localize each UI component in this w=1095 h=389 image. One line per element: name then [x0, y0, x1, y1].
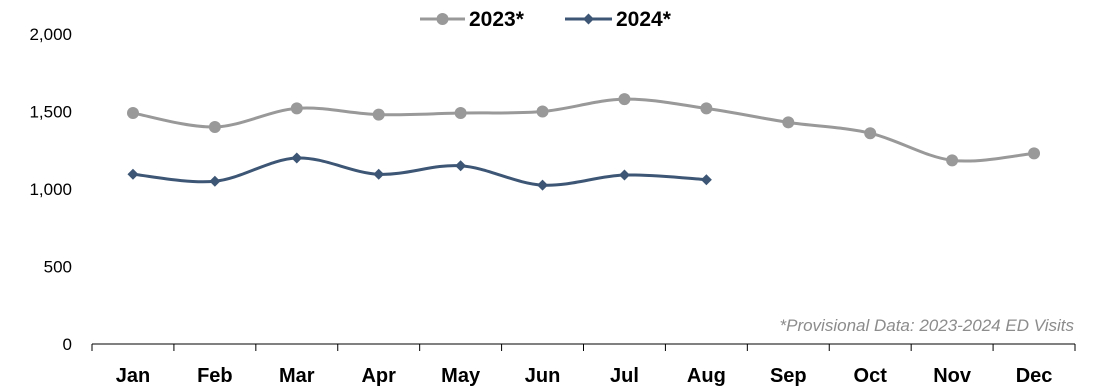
data-point	[536, 105, 549, 118]
data-point	[946, 154, 959, 167]
data-point	[618, 93, 631, 106]
data-point	[700, 174, 712, 186]
legend-label: 2024*	[616, 8, 672, 31]
provisional-data-note: *Provisional Data: 2023-2024 ED Visits	[779, 316, 1074, 335]
series-line	[131, 97, 1036, 163]
y-tick-label: 500	[44, 258, 72, 277]
x-tick-label: Jul	[610, 365, 639, 387]
legend-label: 2023*	[469, 8, 525, 31]
data-point	[1028, 147, 1041, 160]
data-point	[537, 179, 549, 191]
x-tick-label: Feb	[197, 365, 233, 387]
x-tick-label: Nov	[933, 365, 972, 387]
legend-marker	[436, 13, 449, 25]
series-line	[131, 156, 708, 187]
y-tick-label: 0	[63, 335, 72, 354]
data-point	[209, 175, 221, 187]
data-point	[782, 116, 795, 129]
legend-marker	[583, 13, 594, 25]
x-tick-label: Apr	[361, 365, 396, 387]
y-tick-label: 2,000	[29, 25, 72, 44]
data-point	[127, 168, 139, 180]
x-tick-label: Sep	[770, 365, 807, 387]
data-point	[455, 160, 467, 172]
data-point	[290, 102, 303, 115]
series-layer	[126, 93, 1041, 191]
data-point	[208, 121, 221, 133]
y-axis-ticks: 0 500 1,000 1,500 2,000	[29, 25, 72, 354]
data-point	[291, 152, 303, 164]
x-tick-label: Jun	[525, 365, 561, 387]
x-tick-label: Jan	[116, 365, 150, 387]
legend: 2023* 2024*	[420, 8, 672, 31]
series-0	[126, 93, 1041, 167]
data-point	[700, 102, 713, 115]
x-tick-label: Aug	[687, 365, 726, 387]
y-tick-label: 1,500	[29, 103, 72, 122]
data-point	[454, 107, 467, 120]
series-1	[127, 152, 712, 191]
x-axis-tick-marks	[91, 344, 1076, 351]
data-point	[126, 107, 139, 120]
data-point	[864, 127, 877, 140]
x-tick-label: Mar	[279, 365, 315, 387]
y-tick-label: 1,000	[29, 180, 72, 199]
x-tick-label: Dec	[1016, 365, 1053, 387]
x-tick-label: Oct	[854, 365, 888, 387]
x-axis-tick-labels: Jan Feb Mar Apr May Jun Jul Aug Sep Oct Nov Dec	[116, 365, 1053, 387]
data-point	[618, 169, 630, 181]
data-point	[372, 108, 385, 121]
x-tick-label: May	[441, 365, 481, 387]
data-point	[373, 168, 385, 180]
